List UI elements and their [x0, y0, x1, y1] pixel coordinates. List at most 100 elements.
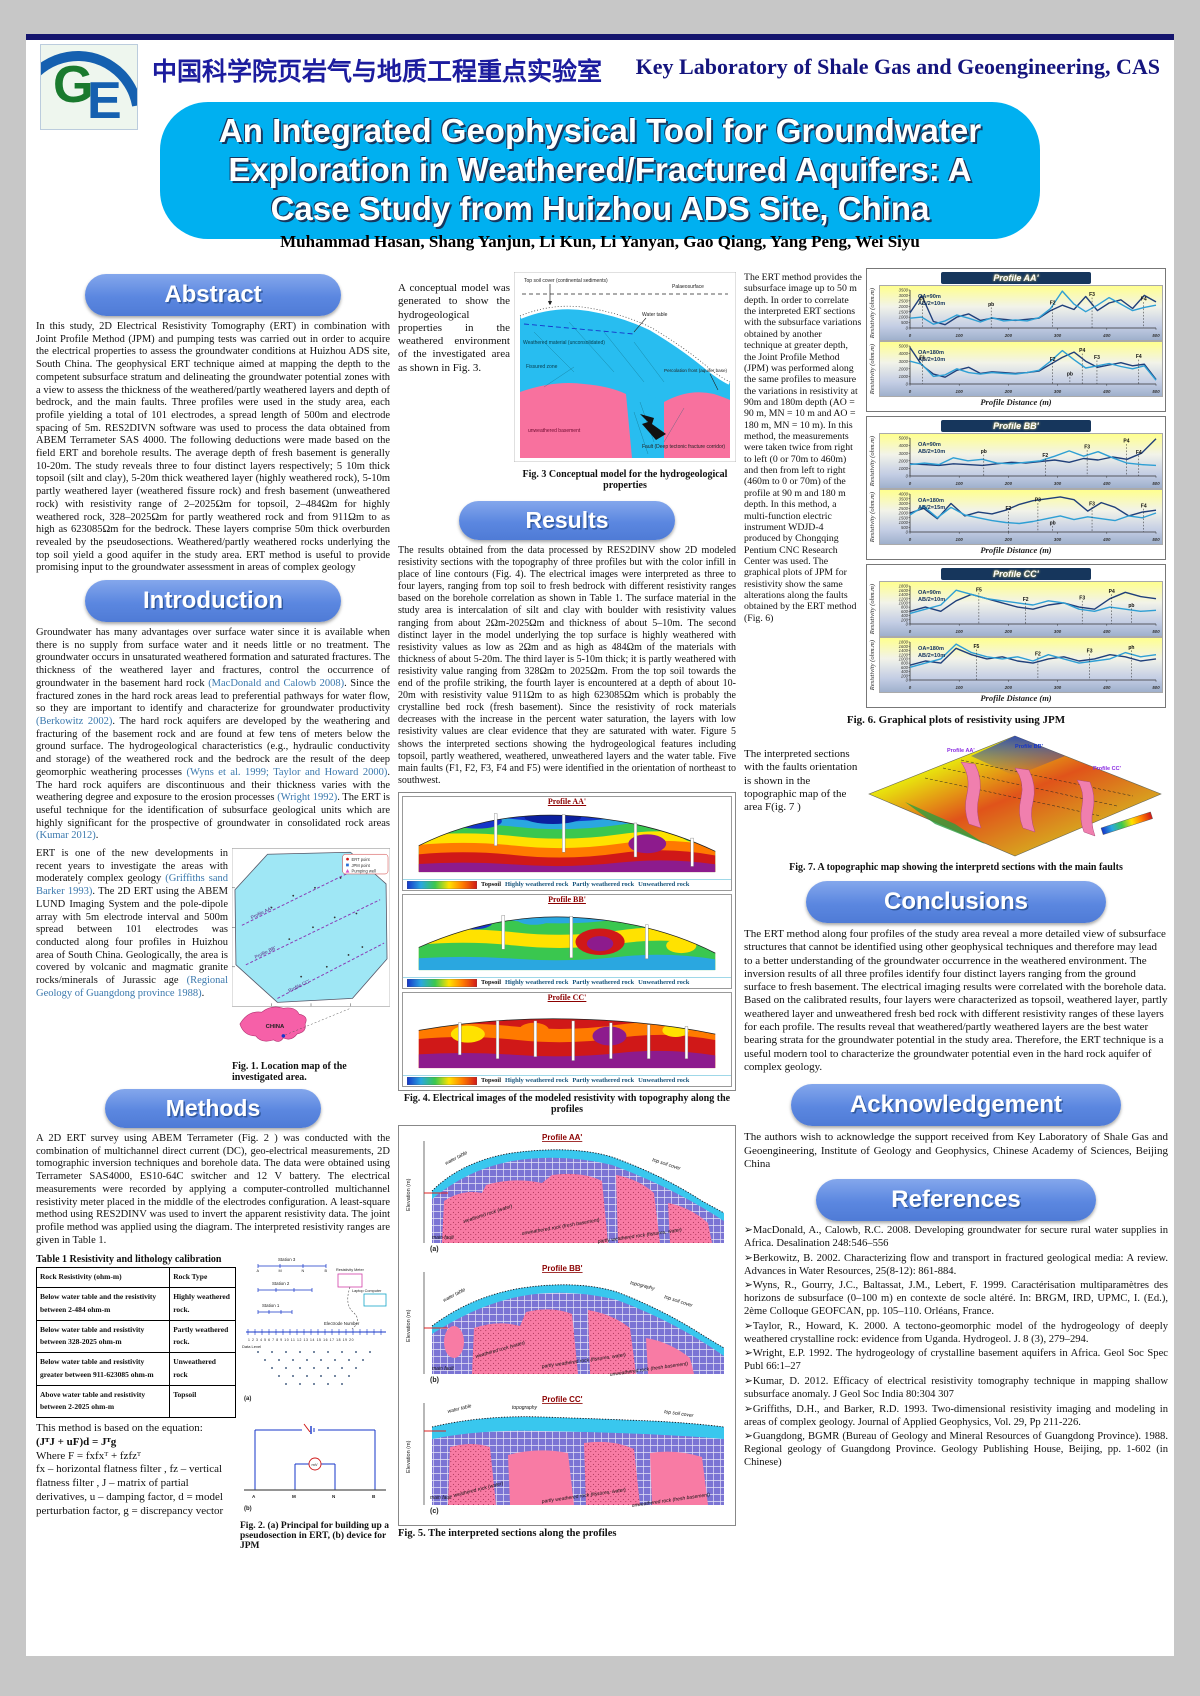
svg-text:P4: P4 — [1079, 348, 1085, 354]
fault-arrow-icon — [640, 414, 666, 440]
svg-text:2000: 2000 — [898, 304, 909, 309]
svg-text:0: 0 — [906, 678, 909, 683]
svg-text:2500: 2500 — [898, 298, 909, 303]
svg-text:AB/2=10m: AB/2=10m — [918, 357, 945, 363]
svg-text:pb: pb — [988, 302, 994, 308]
legend-partly-weathered: Partly weathered rock — [572, 1077, 635, 1085]
svg-text:100: 100 — [956, 629, 964, 634]
svg-text:1800: 1800 — [899, 584, 909, 589]
china-label: CHINA — [266, 1024, 285, 1030]
fig6-plot-row: Resistivity (ohm.m) 0 200 400 600 800 1000 120… — [869, 581, 1163, 637]
svg-text:AB/2=10m: AB/2=10m — [918, 597, 945, 603]
resistivity-meter-label: Resistivity Meter — [336, 1268, 365, 1272]
svg-text:300: 300 — [1054, 333, 1062, 338]
color-scale-bar — [407, 978, 477, 987]
methods-text: A 2D ERT survey using ABEM Terrameter (F… — [36, 1133, 390, 1246]
table-cell: Unweathered rock — [169, 1352, 236, 1386]
svg-text:1200: 1200 — [899, 652, 909, 657]
electrode-number-label: Electrode Number — [324, 1321, 360, 1326]
resistivity-section-aa — [418, 813, 716, 872]
table-row: Rock Resistivity (ohm-m) Rock Type — [35, 1267, 236, 1289]
svg-text:F2: F2 — [1042, 453, 1048, 459]
table1-block: Table 1 Resistivity and lithology calibr… — [35, 1252, 236, 1553]
china-inset-map: CHINA — [239, 1006, 351, 1042]
reference-item: ➢Griffiths, D.H., and Barker, R.D. 1993.… — [744, 1403, 1168, 1428]
svg-text:200: 200 — [1004, 537, 1013, 542]
svg-text:5000: 5000 — [899, 344, 909, 349]
table-cell: Highly weathered rock. — [169, 1287, 236, 1321]
fig5-mainfault-label: main fault — [432, 1366, 454, 1372]
reference-item: ➢Taylor, R., Howard, K. 2000. A tectono-… — [744, 1320, 1168, 1345]
svg-text:1000: 1000 — [899, 315, 909, 320]
svg-text:F2: F2 — [1050, 357, 1056, 363]
fig6-profile-bb-header: Profile BB' — [941, 420, 1091, 432]
station3-label: Station 3 — [278, 1257, 296, 1262]
svg-text:400: 400 — [1102, 481, 1111, 486]
svg-text:pb: pb — [1067, 372, 1073, 378]
svg-text:F4: F4 — [1136, 450, 1142, 456]
interpreted-section-bb: Profile BB' Elevation (m) — [406, 1264, 725, 1384]
fig7-caption: Fig. 7. A topographic map showing the in… — [789, 862, 1123, 873]
svg-text:200: 200 — [900, 673, 909, 678]
fig6-profile-cc-header: Profile CC' — [941, 568, 1091, 580]
lab-name-english: Key Laboratory of Shale Gas and Geoengin… — [635, 54, 1160, 79]
svg-text:400: 400 — [901, 669, 909, 674]
jpm-plot-bb-90: 0 1000 2000 3000 4000 5000 0 100 200 300 400 500 OA=… — [879, 433, 1163, 489]
svg-text:800: 800 — [901, 661, 909, 666]
fig5-topo-label: topography — [512, 1405, 538, 1411]
svg-text:F3: F3 — [1087, 649, 1093, 655]
fig4-panel-bb: Profile BB' — [402, 893, 732, 989]
legend-topsoil: Topsoil — [481, 1077, 501, 1085]
svg-text:3000: 3000 — [899, 359, 909, 364]
svg-text:300: 300 — [1054, 481, 1062, 486]
fig5-title-bb: Profile BB' — [542, 1264, 583, 1273]
interpreted-section-aa: Profile AA' Elevation (m) — [406, 1133, 725, 1253]
fig4-legend-aa: Topsoil Highly weathered rock Partly wea… — [403, 878, 731, 890]
legend-partly-weathered: Partly weathered rock — [572, 881, 635, 889]
jpm-fig6-row: The ERT method provides the subsurface i… — [744, 268, 1168, 712]
fig5-topsoil-label: top soil cover — [651, 1157, 681, 1172]
figure-2: Station 3 Station 2 Station 1 A M N B Resis… — [240, 1252, 390, 1553]
svg-text:300: 300 — [1054, 537, 1062, 542]
table-cell: Rock Resistivity (ohm-m) — [35, 1267, 171, 1289]
fig5-tag-c: (c) — [430, 1508, 439, 1515]
equation-main: (JᵀJ + uF)d = Jᵀg — [36, 1435, 117, 1448]
figure-7-topographic-map: Profile AA' Profile BB' Profile CC' — [868, 735, 1162, 857]
svg-text:200: 200 — [1004, 685, 1013, 690]
svg-text:ph: ph — [1128, 645, 1134, 651]
legend-unweathered: Unweathered rock — [638, 1077, 690, 1085]
fig3-topsoil-label: Top soil cover (continental sediments) — [524, 278, 608, 284]
svg-text:4000: 4000 — [899, 351, 909, 356]
svg-text:4000: 4000 — [899, 492, 909, 497]
svg-text:500: 500 — [1152, 629, 1160, 634]
svg-text:1600: 1600 — [899, 588, 909, 593]
interpreted-section-cc: Profile CC' Elevation (m) — [406, 1395, 725, 1515]
jpm-method-text: The ERT method provides the subsurface i… — [744, 272, 862, 624]
svg-text:F2: F2 — [1005, 506, 1011, 512]
svg-text:1000: 1000 — [899, 600, 909, 605]
svg-text:F3: F3 — [1089, 501, 1095, 507]
svg-text:100: 100 — [956, 333, 964, 338]
svg-text:2000: 2000 — [898, 366, 909, 371]
svg-text:400: 400 — [1102, 685, 1111, 690]
svg-text:B: B — [325, 1269, 328, 1273]
fig5-watertable-label: water table — [444, 1150, 469, 1167]
fig6-ylabel: Resistivity (ohm.m) — [869, 583, 876, 635]
svg-text:F4: F4 — [1141, 297, 1147, 303]
electrode-b-label: B — [372, 1494, 376, 1499]
fig5-title-cc: Profile CC' — [542, 1395, 583, 1404]
electrode-m-label: M — [292, 1494, 296, 1499]
table-cell: Below water table and resistivity betwee… — [35, 1319, 171, 1354]
svg-text:0: 0 — [909, 629, 912, 634]
svg-text:1000: 1000 — [899, 374, 909, 379]
svg-text:2000: 2000 — [898, 511, 909, 516]
svg-text:1600: 1600 — [899, 644, 909, 649]
equation-block: This method is based on the equation: (J… — [36, 1422, 236, 1518]
fig5-ylabel: Elevation (m) — [406, 1440, 412, 1473]
svg-text:500: 500 — [1152, 537, 1160, 542]
svg-text:F5: F5 — [976, 587, 982, 593]
figure-5: Profile AA' Elevation (m) — [398, 1124, 736, 1526]
table-cell: Below water table and resistivity greate… — [35, 1352, 171, 1386]
fig3-weathered-label: Weathered material (unconsolidated) — [523, 340, 605, 346]
conclusions-text: The ERT method along four profiles of th… — [744, 928, 1168, 1073]
